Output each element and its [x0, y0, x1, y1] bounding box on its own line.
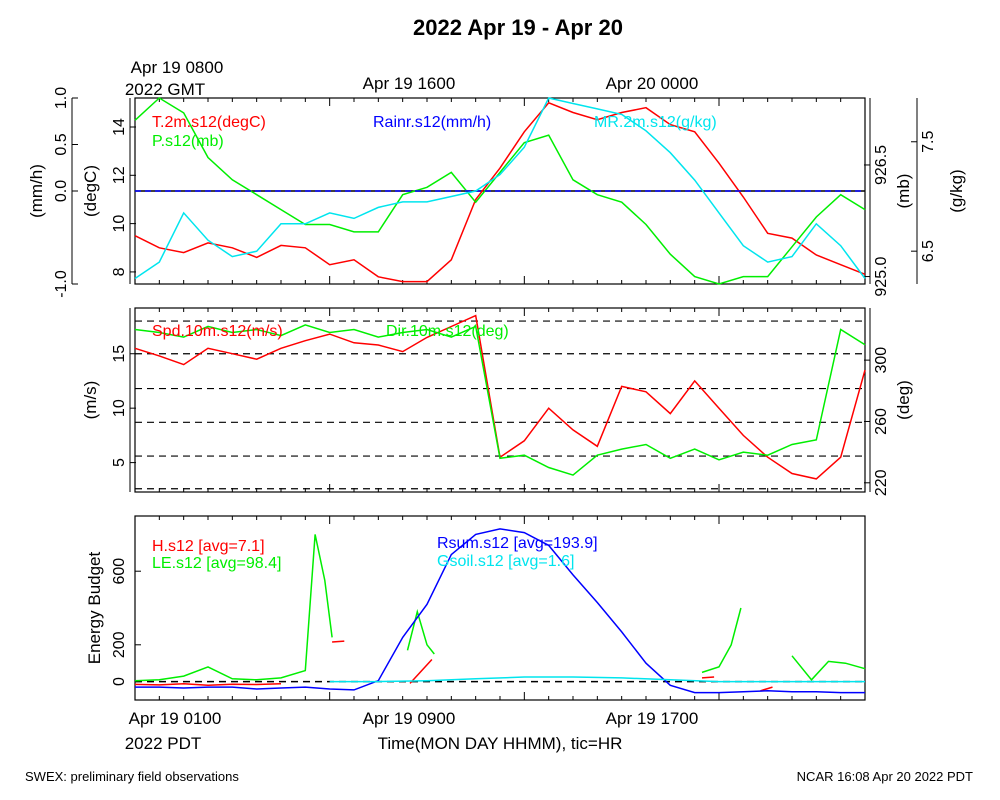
- legend-0: Spd.10m.s12(m/s): [152, 323, 283, 340]
- series-0-segment: [701, 676, 715, 679]
- legend-1: P.s12(mb): [152, 133, 224, 150]
- series-1-segment: [134, 534, 333, 682]
- footer-right: NCAR 16:08 Apr 20 2022 PDT: [797, 769, 973, 784]
- mr-tick-label: 6.5: [920, 240, 937, 262]
- rain-tick-label: -1.0: [53, 270, 70, 298]
- energy-axis-label: Energy Budget: [85, 551, 104, 664]
- temp-tick-label: 8: [111, 267, 128, 276]
- legend-0: H.s12 [avg=7.1]: [152, 538, 265, 555]
- series-3-segment: [329, 676, 865, 683]
- bottom-time-label-1: Apr 19 0100: [129, 709, 222, 728]
- series-0-segment: [134, 683, 282, 687]
- speed-tick-label: 15: [111, 345, 128, 363]
- series-temp-line: [134, 101, 866, 283]
- legend-2: Rsum.s12 [avg=193.9]: [437, 535, 598, 552]
- top-time-label-1b: 2022 GMT: [125, 80, 205, 99]
- speed-axis-label: (m/s): [81, 381, 100, 420]
- legend-1: LE.s12 [avg=98.4]: [152, 555, 281, 572]
- chart-title: 2022 Apr 19 - Apr 20: [413, 15, 623, 40]
- temp-tick-label: 12: [111, 166, 128, 184]
- middle-panel: 5 10 15 (m/s) 220 260 300(deg) Spd.10m.s12(m/s)…: [81, 308, 913, 496]
- pressure-axis-label: (mb): [894, 174, 913, 209]
- bottom-time-label-1b: 2022 PDT: [125, 734, 202, 753]
- series-1-segment: [791, 655, 866, 681]
- energy-tick-label: 0: [111, 677, 128, 686]
- x-axis-label: Time(MON DAY HHMM), tic=HR: [378, 734, 623, 753]
- rain-tick-label: 0.5: [53, 133, 70, 155]
- speed-tick-label: 5: [111, 458, 128, 467]
- rain-tick-label: 1.0: [53, 87, 70, 109]
- series-0-segment: [332, 640, 345, 643]
- top-time-label-2: Apr 19 1600: [363, 74, 456, 93]
- dir-tick-label: 260: [873, 408, 890, 435]
- mr-tick-label: 7.5: [920, 131, 937, 153]
- legend-1: Dir.10m.s12(deg): [386, 323, 509, 340]
- series-0-segment: [760, 686, 773, 692]
- dir-tick-label: 300: [873, 347, 890, 374]
- energy-tick-label: 200: [111, 631, 128, 658]
- temp-tick-label: 14: [111, 118, 128, 136]
- series-0-segment: [409, 658, 433, 684]
- footer-left: SWEX: preliminary field observations: [25, 769, 239, 784]
- top-panel: -1.0 0.0 0.5 1.0 (mm/h) 8 10 12 14 (degC) 925.0 926…: [27, 87, 966, 298]
- series-dir-line: [134, 324, 866, 476]
- dir-axis-label: (deg): [894, 380, 913, 420]
- pressure-tick-label: 926.5: [873, 145, 890, 185]
- series-pressure-line: [134, 97, 866, 285]
- temp-tick-label: 10: [111, 215, 128, 233]
- rain-axis-label: (mm/h): [27, 164, 46, 218]
- pressure-tick-label: 925.0: [873, 256, 890, 296]
- series-2-segment: [135, 528, 865, 694]
- series-1-segment: [406, 608, 435, 655]
- series-mr-line: [134, 97, 866, 280]
- energy-tick-label: 600: [111, 558, 128, 585]
- top-time-label-1a: Apr 19 0800: [131, 58, 224, 77]
- series-1-segment: [701, 607, 742, 674]
- dir-tick-label: 220: [873, 469, 890, 496]
- rain-tick-label: 0.0: [53, 180, 70, 202]
- top-time-label-3: Apr 20 0000: [606, 74, 699, 93]
- speed-tick-label: 10: [111, 399, 128, 417]
- mr-axis-label: (g/kg): [947, 169, 966, 212]
- bottom-time-label-3: Apr 19 1700: [606, 709, 699, 728]
- legend-3: Gsoil.s12 [avg=1.6]: [437, 553, 574, 570]
- legend-0: T.2m.s12(degC): [152, 114, 266, 131]
- legend-2: Rainr.s12(mm/h): [373, 114, 491, 131]
- temp-axis-label: (degC): [81, 165, 100, 217]
- bottom-time-label-2: Apr 19 0900: [363, 709, 456, 728]
- legend-3: MR.2m.s12(g/kg): [594, 114, 717, 131]
- bottom-panel: 0 200 600 Energy Budget H.s12 [avg=7.1]LE.s1…: [85, 516, 866, 700]
